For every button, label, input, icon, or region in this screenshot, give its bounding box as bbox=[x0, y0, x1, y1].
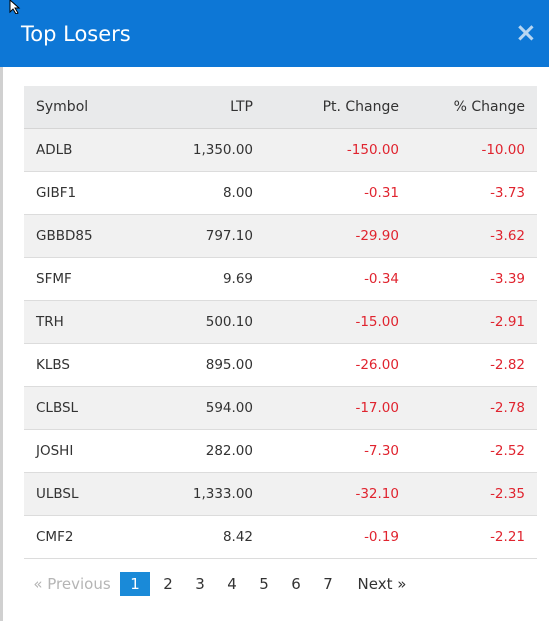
pt-change-cell: -26.00 bbox=[265, 343, 411, 387]
ltp-cell: 1,350.00 bbox=[146, 128, 265, 172]
pagination-previous: « Previous bbox=[33, 575, 111, 593]
table-row[interactable]: ADLB 1,350.00 -150.00 -10.00 bbox=[24, 128, 537, 172]
pct-change-cell: -2.78 bbox=[411, 386, 537, 430]
pct-change-cell: -2.35 bbox=[411, 472, 537, 516]
page-5[interactable]: 5 bbox=[259, 575, 269, 593]
table-row[interactable]: KLBS 895.00 -26.00 -2.82 bbox=[24, 343, 537, 387]
ltp-cell: 594.00 bbox=[146, 386, 265, 430]
column-header-ltp[interactable]: LTP bbox=[146, 86, 265, 129]
ltp-cell: 8.00 bbox=[146, 171, 265, 215]
pagination: « Previous 1 2 3 4 5 6 7 Next » bbox=[24, 572, 414, 596]
pct-change-cell: -3.62 bbox=[411, 214, 537, 258]
symbol-cell: TRH bbox=[24, 300, 146, 344]
ltp-cell: 1,333.00 bbox=[146, 472, 265, 516]
symbol-cell: SFMF bbox=[24, 257, 146, 301]
table-row[interactable]: ULBSL 1,333.00 -32.10 -2.35 bbox=[24, 472, 537, 516]
ltp-cell: 500.10 bbox=[146, 300, 265, 344]
table-row[interactable]: JOSHI 282.00 -7.30 -2.52 bbox=[24, 429, 537, 473]
modal-header: Top Losers × bbox=[0, 0, 549, 67]
pt-change-cell: -17.00 bbox=[265, 386, 411, 430]
page-6[interactable]: 6 bbox=[291, 575, 301, 593]
top-losers-table: Symbol LTP Pt. Change % Change ADLB 1,350… bbox=[24, 86, 537, 559]
pct-change-cell: -2.82 bbox=[411, 343, 537, 387]
pt-change-cell: -0.31 bbox=[265, 171, 411, 215]
table-row[interactable]: TRH 500.10 -15.00 -2.91 bbox=[24, 300, 537, 344]
pt-change-cell: -0.19 bbox=[265, 515, 411, 559]
symbol-cell: ULBSL bbox=[24, 472, 146, 516]
symbol-cell: CLBSL bbox=[24, 386, 146, 430]
table-row[interactable]: SFMF 9.69 -0.34 -3.39 bbox=[24, 257, 537, 301]
page-7[interactable]: 7 bbox=[323, 575, 333, 593]
ltp-cell: 797.10 bbox=[146, 214, 265, 258]
symbol-cell: KLBS bbox=[24, 343, 146, 387]
symbol-cell: GIBF1 bbox=[24, 171, 146, 215]
ltp-cell: 895.00 bbox=[146, 343, 265, 387]
mouse-pointer-icon bbox=[9, 0, 21, 14]
symbol-cell: CMF2 bbox=[24, 515, 146, 559]
pt-change-cell: -29.90 bbox=[265, 214, 411, 258]
page-3[interactable]: 3 bbox=[195, 575, 205, 593]
pct-change-cell: -2.91 bbox=[411, 300, 537, 344]
table-row[interactable]: CLBSL 594.00 -17.00 -2.78 bbox=[24, 386, 537, 430]
close-icon[interactable]: × bbox=[515, 18, 537, 48]
ltp-cell: 9.69 bbox=[146, 257, 265, 301]
pct-change-cell: -3.73 bbox=[411, 171, 537, 215]
pt-change-cell: -15.00 bbox=[265, 300, 411, 344]
modal-title: Top Losers bbox=[21, 22, 131, 46]
table-row[interactable]: GIBF1 8.00 -0.31 -3.73 bbox=[24, 171, 537, 215]
page-2[interactable]: 2 bbox=[163, 575, 173, 593]
pct-change-cell: -3.39 bbox=[411, 257, 537, 301]
symbol-cell: ADLB bbox=[24, 128, 146, 172]
pt-change-cell: -7.30 bbox=[265, 429, 411, 473]
pt-change-cell: -150.00 bbox=[265, 128, 411, 172]
column-header-symbol[interactable]: Symbol bbox=[24, 86, 146, 129]
column-header-pct-change[interactable]: % Change bbox=[411, 86, 537, 129]
symbol-cell: GBBD85 bbox=[24, 214, 146, 258]
pct-change-cell: -2.21 bbox=[411, 515, 537, 559]
table-row[interactable]: GBBD85 797.10 -29.90 -3.62 bbox=[24, 214, 537, 258]
ltp-cell: 8.42 bbox=[146, 515, 265, 559]
ltp-cell: 282.00 bbox=[146, 429, 265, 473]
pct-change-cell: -10.00 bbox=[411, 128, 537, 172]
column-header-pt-change[interactable]: Pt. Change bbox=[265, 86, 411, 129]
page-1[interactable]: 1 bbox=[120, 572, 150, 596]
pagination-next[interactable]: Next » bbox=[357, 575, 407, 593]
modal-body: Symbol LTP Pt. Change % Change ADLB 1,350… bbox=[0, 67, 549, 621]
pt-change-cell: -32.10 bbox=[265, 472, 411, 516]
pt-change-cell: -0.34 bbox=[265, 257, 411, 301]
table-header-row: Symbol LTP Pt. Change % Change bbox=[24, 86, 537, 129]
pct-change-cell: -2.52 bbox=[411, 429, 537, 473]
page-4[interactable]: 4 bbox=[227, 575, 237, 593]
symbol-cell: JOSHI bbox=[24, 429, 146, 473]
table-row[interactable]: CMF2 8.42 -0.19 -2.21 bbox=[24, 515, 537, 559]
